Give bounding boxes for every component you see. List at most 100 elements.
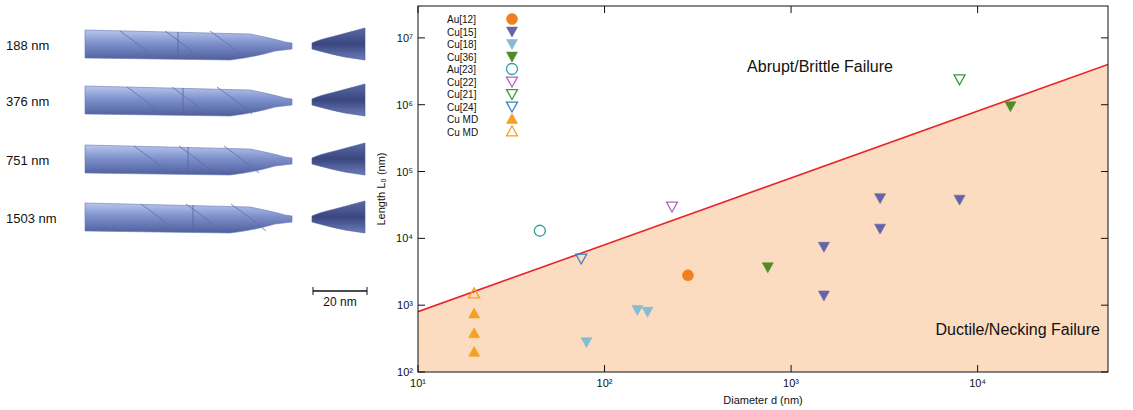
x-tick bbox=[977, 6, 978, 13]
data-point bbox=[534, 225, 545, 236]
slip-line bbox=[217, 87, 252, 114]
legend-marker bbox=[507, 40, 518, 50]
legend-marker bbox=[507, 52, 518, 62]
wire-left bbox=[85, 203, 292, 233]
wire-right bbox=[312, 28, 365, 60]
y-tick bbox=[418, 372, 425, 373]
ductile-region bbox=[418, 64, 1108, 372]
wire-right bbox=[312, 84, 365, 116]
x-tick bbox=[418, 365, 419, 372]
legend-label: Cu[36] bbox=[447, 52, 477, 63]
figure: 188 nm376 nm751 nm1503 nm20 nm10¹10²10³1… bbox=[0, 0, 1133, 410]
data-point bbox=[954, 195, 965, 205]
wire-images: 188 nm376 nm751 nm1503 nm bbox=[6, 28, 365, 233]
wire-right bbox=[312, 201, 365, 233]
wire-label: 376 nm bbox=[6, 94, 49, 109]
y-axis-title: Length L₀ (nm) bbox=[375, 152, 387, 225]
data-point bbox=[469, 308, 480, 318]
x-tick bbox=[977, 365, 978, 372]
y-tick-label: 10⁵ bbox=[396, 166, 413, 178]
legend-label: Cu MD bbox=[447, 127, 478, 138]
legend-marker bbox=[507, 14, 518, 25]
data-point bbox=[667, 202, 678, 212]
x-tick bbox=[791, 365, 792, 372]
x-tick bbox=[604, 6, 605, 13]
y-tick bbox=[418, 238, 425, 239]
y-tick-label: 10² bbox=[397, 366, 413, 378]
data-point bbox=[818, 242, 829, 252]
scale-bar-label: 20 nm bbox=[323, 295, 356, 309]
slip-line bbox=[134, 146, 169, 173]
data-point bbox=[469, 328, 480, 338]
data-point bbox=[469, 288, 480, 298]
y-tick-label: 10⁶ bbox=[396, 99, 413, 111]
y-tick bbox=[1101, 171, 1108, 172]
data-point bbox=[1005, 102, 1016, 112]
legend-label: Au[12] bbox=[447, 14, 476, 25]
data-point bbox=[682, 270, 693, 281]
legend-marker bbox=[507, 27, 518, 37]
slip-line bbox=[186, 204, 221, 231]
y-tick bbox=[418, 37, 425, 38]
data-point bbox=[875, 224, 886, 234]
slip-line bbox=[210, 31, 245, 58]
region-label: Abrupt/Brittle Failure bbox=[747, 58, 893, 75]
legend-label: Cu[24] bbox=[447, 102, 477, 113]
data-point bbox=[818, 291, 829, 301]
legend-label: Cu[21] bbox=[447, 89, 477, 100]
x-tick-label: 10⁴ bbox=[969, 377, 986, 389]
slip-line bbox=[188, 147, 189, 173]
x-axis-title: Diameter d (nm) bbox=[723, 394, 802, 406]
boundary-line bbox=[418, 64, 1108, 311]
legend-label: Cu[18] bbox=[447, 39, 477, 50]
data-point bbox=[469, 346, 480, 356]
data-point bbox=[642, 307, 653, 317]
x-tick-label: 10¹ bbox=[410, 377, 426, 389]
y-tick bbox=[418, 171, 425, 172]
slip-line bbox=[231, 204, 266, 231]
legend-marker bbox=[507, 90, 518, 100]
data-point bbox=[762, 263, 773, 273]
scale-bar-end bbox=[313, 287, 314, 295]
wire-label: 1503 nm bbox=[6, 211, 57, 226]
legend-marker bbox=[507, 126, 518, 136]
scale-bar bbox=[313, 290, 367, 292]
legend-label: Au[23] bbox=[447, 64, 476, 75]
slip-line bbox=[193, 205, 194, 231]
y-tick bbox=[1101, 104, 1108, 105]
scale-bar-end bbox=[367, 287, 368, 295]
x-tick-label: 10³ bbox=[783, 377, 799, 389]
region-label: Ductile/Necking Failure bbox=[935, 321, 1100, 338]
legend-label: Cu[15] bbox=[447, 27, 477, 38]
wire-right bbox=[312, 143, 365, 175]
slip-line bbox=[179, 146, 214, 173]
plot-area bbox=[418, 64, 1108, 372]
legend-marker bbox=[507, 102, 518, 112]
wire-left bbox=[85, 30, 292, 60]
legend-marker bbox=[507, 77, 518, 87]
slip-line bbox=[224, 146, 259, 173]
wire-left bbox=[85, 145, 292, 175]
wire-label: 188 nm bbox=[6, 38, 49, 53]
legend-label: Cu[22] bbox=[447, 77, 477, 88]
y-tick bbox=[1101, 37, 1108, 38]
slip-line bbox=[141, 204, 176, 231]
legend-label: Cu MD bbox=[447, 114, 478, 125]
data-point bbox=[581, 338, 592, 348]
data-point bbox=[875, 194, 886, 204]
legend-marker bbox=[507, 114, 518, 124]
data-point bbox=[954, 75, 965, 85]
x-tick bbox=[791, 6, 792, 13]
y-tick-label: 10⁴ bbox=[396, 232, 413, 244]
x-tick-label: 10² bbox=[597, 377, 613, 389]
slip-line bbox=[165, 31, 200, 58]
y-tick bbox=[418, 305, 425, 306]
data-point bbox=[576, 254, 587, 264]
plot-frame bbox=[418, 6, 1108, 372]
y-tick-label: 10⁷ bbox=[397, 32, 413, 44]
data-point bbox=[632, 305, 643, 315]
legend: Au[12]Cu[15]Cu[18]Cu[36]Au[23]Cu[22]Cu[2… bbox=[447, 14, 518, 138]
y-tick bbox=[1101, 305, 1108, 306]
wire-left bbox=[85, 86, 292, 116]
slip-line bbox=[120, 31, 155, 58]
